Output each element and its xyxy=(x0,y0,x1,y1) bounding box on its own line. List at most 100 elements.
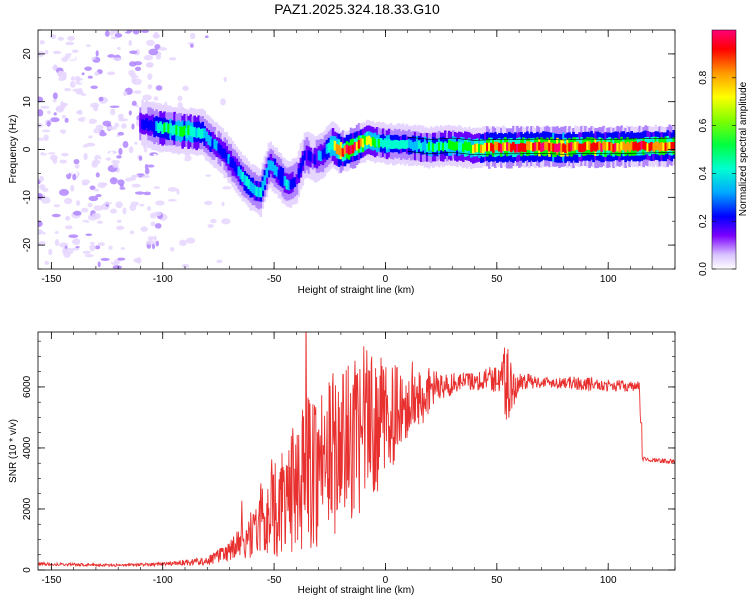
ridge-cell-3 xyxy=(373,138,377,148)
ridge-cell-3 xyxy=(632,142,635,151)
ridge-cell-3 xyxy=(307,150,311,161)
ridge-cell-3 xyxy=(468,142,471,151)
noise-blob xyxy=(122,140,129,148)
spectrogram-ytick-label: 10 xyxy=(22,96,33,108)
noise-blob xyxy=(69,54,76,61)
ridge-cell-3 xyxy=(421,141,425,151)
noise-blob xyxy=(145,240,156,245)
ridge-cell-3 xyxy=(413,141,417,150)
ridge-cell-3 xyxy=(253,185,257,196)
noise-blob xyxy=(105,237,109,243)
noise-blob xyxy=(57,122,64,125)
noise-blob xyxy=(109,30,114,36)
ridge-cell-3 xyxy=(604,142,607,151)
noise-blob xyxy=(129,203,137,212)
ridge-cell-3 xyxy=(279,171,283,182)
noise-blob xyxy=(51,213,61,218)
noise-blob xyxy=(146,39,155,46)
noise-blob xyxy=(38,96,44,103)
noise-blob xyxy=(93,188,100,192)
noise-blob xyxy=(117,113,124,120)
noise-blob xyxy=(119,183,124,188)
noise-blob xyxy=(171,72,177,77)
ridge-cell-3 xyxy=(626,141,629,151)
noise-blob xyxy=(103,202,113,205)
ridge-cell-3 xyxy=(227,154,231,164)
noise-blob xyxy=(73,210,82,216)
noise-blob xyxy=(122,207,127,215)
noise-blob xyxy=(189,32,196,40)
ridge-cell-3 xyxy=(299,162,303,173)
ridge-cell-3 xyxy=(243,175,247,185)
noise-blob xyxy=(112,30,119,34)
ridge-cell-3 xyxy=(656,141,660,151)
noise-blob xyxy=(38,246,43,252)
noise-blob xyxy=(53,135,59,139)
noise-blob xyxy=(81,72,85,76)
ridge-cell-3 xyxy=(606,141,609,151)
noise-blob xyxy=(143,191,152,196)
noise-blob xyxy=(148,48,159,56)
noise-blob xyxy=(141,152,149,158)
ridge-cell-3 xyxy=(225,152,229,163)
ridge-cell-3 xyxy=(612,143,615,153)
ridge-cell-3 xyxy=(367,135,371,145)
noise-blob xyxy=(158,60,163,67)
noise-blob xyxy=(221,201,225,207)
colorbar-tick-label: 0.0 xyxy=(698,262,709,276)
noise-blob xyxy=(47,191,52,197)
noise-blob xyxy=(89,241,95,245)
noise-blob xyxy=(131,100,137,106)
ridge-cell-3 xyxy=(500,144,503,153)
noise-blob xyxy=(131,123,135,130)
noise-blob xyxy=(107,88,118,92)
ridge-cell-3 xyxy=(580,143,583,153)
ridge-cell-3 xyxy=(654,141,658,151)
ridge-cell-3 xyxy=(624,143,627,153)
ridge-cell-3 xyxy=(614,142,617,152)
ridge-cell-3 xyxy=(465,142,469,152)
colorbar-tick-label: 0.4 xyxy=(698,166,709,180)
ridge-cell-3 xyxy=(353,142,357,151)
noise-blob xyxy=(111,159,121,164)
noise-blob xyxy=(210,218,217,224)
noise-blob xyxy=(74,164,80,169)
ridge-cell-3 xyxy=(570,142,573,151)
ridge-cell-3 xyxy=(217,143,221,154)
ridge-cell-3 xyxy=(504,142,507,152)
noise-blob xyxy=(38,241,46,246)
spectrogram-xtick-label: -100 xyxy=(153,274,173,285)
noise-blob xyxy=(158,80,168,84)
noise-blob xyxy=(88,135,93,139)
ridge-cell-3 xyxy=(177,126,180,137)
noise-blob xyxy=(107,54,116,58)
ridge-cell-3 xyxy=(283,176,287,186)
ridge-cell-3 xyxy=(459,141,463,151)
ridge-cell-3 xyxy=(311,153,315,164)
noise-blob xyxy=(55,105,65,113)
noise-blob xyxy=(97,261,101,268)
noise-blob xyxy=(101,247,107,255)
ridge-cell-3 xyxy=(640,140,643,150)
ridge-cell-3 xyxy=(199,128,202,139)
noise-blob xyxy=(121,123,127,129)
noise-blob xyxy=(211,264,219,269)
ridge-cell-3 xyxy=(435,141,439,151)
noise-blob xyxy=(193,105,203,109)
noise-blob xyxy=(65,225,73,230)
noise-blob xyxy=(95,124,104,130)
snr-xtick-label: -100 xyxy=(153,575,173,586)
noise-blob xyxy=(38,192,43,200)
ridge-cell-3 xyxy=(355,141,359,151)
noise-blob xyxy=(133,61,143,66)
noise-blob xyxy=(94,245,101,250)
ridge-cell-3 xyxy=(548,143,551,152)
ridge-cell-3 xyxy=(145,118,148,129)
ridge-cell-3 xyxy=(463,141,467,150)
ridge-cell-3 xyxy=(502,142,505,152)
noise-blob xyxy=(71,49,79,54)
ridge-cell-3 xyxy=(301,155,305,166)
ridge-cell-3 xyxy=(315,151,319,162)
ridge-cell-3 xyxy=(409,140,413,149)
